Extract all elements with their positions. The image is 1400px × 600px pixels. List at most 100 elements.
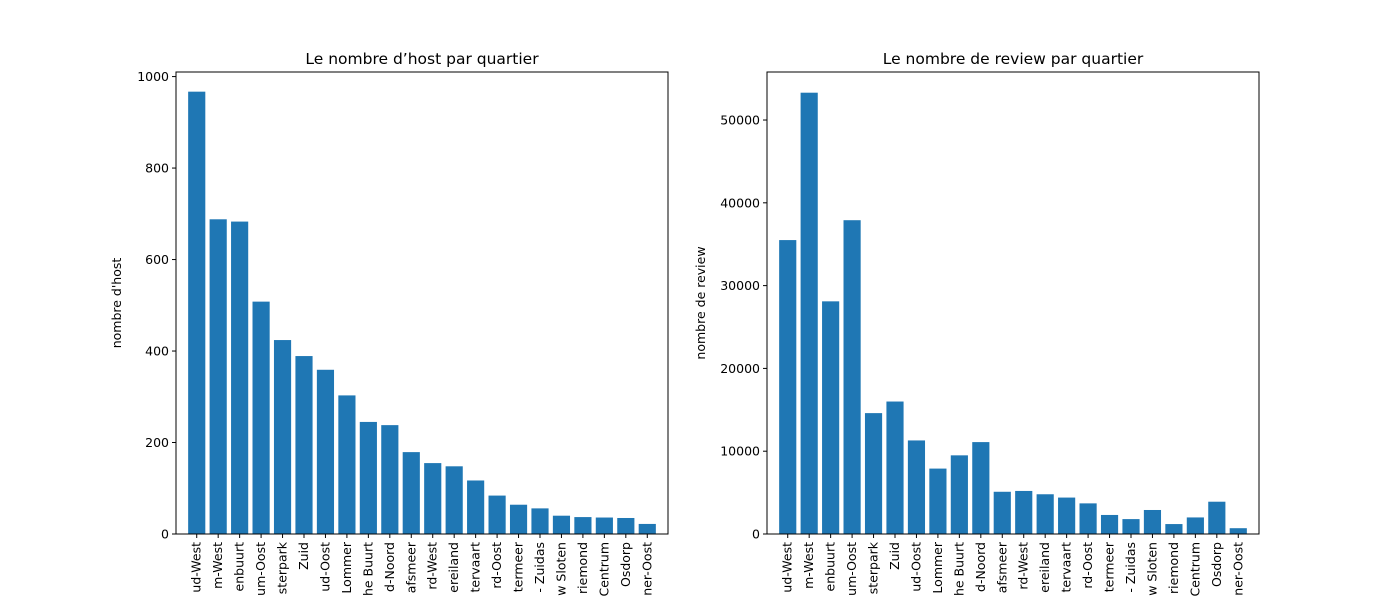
bar	[1208, 501, 1226, 534]
plot-frame	[175, 71, 669, 535]
x-tick-label: he Buurt	[951, 542, 966, 596]
bar	[531, 508, 549, 534]
x-tick-label: m-West	[801, 542, 816, 589]
x-tick-label: enbuurt	[232, 542, 247, 592]
y-tick-label: 10000	[720, 444, 760, 459]
y-tick-label: 400	[145, 344, 169, 359]
y-axis-label: nombre d'host	[109, 258, 124, 349]
chart-title: Le nombre de review par quartier	[883, 50, 1144, 68]
bar	[1165, 524, 1183, 534]
chart-title: Le nombre d’host par quartier	[305, 50, 539, 68]
x-tick-label: ud-Oost	[908, 542, 923, 592]
bar	[886, 401, 904, 534]
x-tick-label: sterpark	[866, 541, 881, 594]
x-tick-label: d-Noord	[973, 542, 988, 592]
x-tick-label: Osdorp	[618, 542, 633, 587]
x-tick-label: Zuid	[296, 542, 311, 570]
x-tick-label: ud-West	[189, 542, 204, 593]
bar	[617, 517, 635, 534]
bar	[316, 369, 335, 534]
bar	[295, 356, 313, 534]
y-axis-ticks: 0 200 400 600 800 1000	[137, 69, 176, 542]
x-tick-label: w Sloten	[1144, 542, 1159, 596]
bar	[907, 440, 926, 534]
bar	[1100, 514, 1119, 534]
bar	[1058, 497, 1076, 534]
bar	[552, 515, 571, 534]
x-axis-ticks: ud-West m-West enbuurt um-Oost sterpark Zuid u…	[189, 534, 654, 596]
x-tick-label: rd-Oost	[1080, 542, 1095, 589]
x-tick-label: enbuurt	[823, 542, 838, 592]
x-tick-label: ner-Oost	[639, 542, 654, 596]
bar	[488, 495, 506, 534]
bar	[424, 463, 442, 534]
y-axis-ticks: 0 10000 20000 30000 40000 50000	[720, 113, 767, 542]
x-tick-label: Centrum	[1187, 542, 1202, 596]
bar	[1229, 528, 1247, 534]
x-tick-label: he Buurt	[360, 542, 375, 596]
x-tick-label: rd-West	[1016, 542, 1031, 590]
y-tick-label: 20000	[720, 361, 760, 376]
x-tick-label: m-West	[210, 542, 225, 589]
bar	[972, 442, 990, 534]
bar	[1122, 519, 1140, 534]
y-tick-label: 40000	[720, 195, 760, 210]
bar	[993, 491, 1011, 534]
x-tick-label: Lommer	[930, 541, 945, 593]
bar	[509, 504, 528, 534]
bar	[402, 452, 420, 534]
x-tick-label: riemond	[575, 542, 590, 594]
bar	[1186, 517, 1204, 534]
bar	[638, 523, 656, 534]
x-tick-label: afsmeer	[994, 541, 1009, 593]
bar	[381, 425, 399, 534]
bar	[1079, 503, 1097, 534]
x-tick-label: w Sloten	[553, 542, 568, 596]
bar	[929, 468, 947, 534]
bar	[779, 240, 797, 534]
x-tick-label: ud-Oost	[317, 542, 332, 592]
x-tick-label: ereiland	[446, 542, 461, 593]
y-tick-label: 50000	[720, 113, 760, 128]
bar	[359, 421, 377, 534]
x-tick-label: ereiland	[1037, 542, 1052, 593]
x-tick-label: - Zuidas	[532, 542, 547, 593]
x-tick-label: Centrum	[596, 542, 611, 596]
x-tick-label: rd-West	[425, 542, 440, 590]
bar	[252, 301, 270, 534]
bar-group	[188, 91, 656, 535]
x-tick-label: d-Noord	[382, 542, 397, 592]
y-tick-label: 200	[145, 435, 169, 450]
bar	[273, 340, 292, 534]
y-tick-label: 800	[145, 161, 169, 176]
bar	[445, 466, 463, 534]
x-tick-label: afsmeer	[403, 541, 418, 593]
bar	[467, 480, 485, 534]
bar	[1015, 490, 1033, 534]
bar	[1143, 509, 1162, 534]
x-tick-label: Zuid	[887, 542, 902, 570]
x-tick-label: tervaart	[1059, 542, 1074, 593]
chart-reviews: Le nombre de review par quartier nombre …	[693, 50, 1260, 596]
y-tick-label: 0	[752, 527, 760, 542]
bar	[338, 395, 356, 534]
y-tick-label: 0	[161, 527, 169, 542]
bar	[800, 92, 818, 534]
bar	[864, 413, 883, 534]
x-tick-label: - Zuidas	[1123, 542, 1138, 593]
bar	[231, 221, 249, 534]
chart-hosts: Le nombre d’host par quartier nombre d'h…	[109, 50, 669, 596]
y-tick-label: 30000	[720, 278, 760, 293]
bar	[822, 301, 840, 534]
y-tick-label: 600	[145, 252, 169, 267]
plot-frame	[766, 71, 1260, 535]
x-tick-label: tervaart	[468, 542, 483, 593]
x-axis-ticks: ud-West m-West enbuurt um-Oost sterpark Zuid u…	[780, 534, 1245, 596]
bar	[843, 220, 861, 534]
y-tick-label: 1000	[137, 69, 169, 84]
x-tick-label: termeer	[1102, 541, 1117, 592]
x-tick-label: Osdorp	[1209, 542, 1224, 587]
x-tick-label: riemond	[1166, 542, 1181, 594]
x-tick-label: um-Oost	[253, 542, 268, 596]
